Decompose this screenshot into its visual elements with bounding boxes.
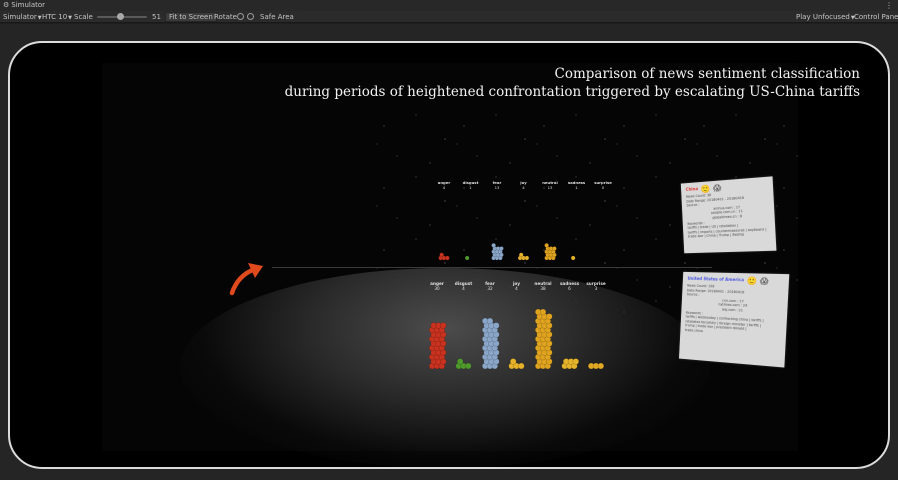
sphere-fear: [499, 246, 503, 250]
sphere-disgust: [457, 359, 463, 365]
device-dropdown-label: HTC 10: [42, 13, 67, 21]
scale-value: 51: [152, 11, 161, 23]
safe-area-button[interactable]: Safe Area: [256, 12, 298, 22]
smile-emoji-icon: 🙂: [747, 276, 757, 285]
window-titlebar: ⚙ Simulator ⋮: [0, 0, 898, 11]
mode-dropdown[interactable]: Simulator▼: [3, 11, 42, 23]
sphere-sadness: [571, 256, 575, 260]
play-mode-dropdown[interactable]: Play Unfocused▼: [796, 11, 855, 23]
sphere-fear: [487, 318, 493, 324]
sphere-fear: [492, 243, 496, 247]
sphere-disgust: [465, 363, 471, 369]
fit-to-screen-button[interactable]: Fit to Screen: [165, 12, 217, 22]
sphere-anger: [440, 323, 446, 329]
sphere-joy: [510, 359, 516, 365]
panel-title: China: [686, 187, 699, 192]
window-title: Simulator: [11, 0, 45, 11]
rotate-right-icon[interactable]: [247, 11, 254, 23]
sphere-surprise: [598, 363, 604, 369]
sphere-sadness: [573, 359, 579, 365]
kebab-menu-icon[interactable]: ⋮: [885, 0, 893, 11]
sphere-joy: [519, 253, 523, 257]
sentiment-sphere-stacks: [10, 43, 890, 469]
scream-emoji-icon: 😱: [713, 183, 721, 193]
simulator-toolbar: Simulator▼ HTC 10▼ Scale 51 Fit to Scree…: [0, 11, 898, 23]
sphere-anger: [440, 253, 444, 257]
sphere-disgust: [465, 256, 469, 260]
sphere-fear: [493, 323, 499, 329]
country-info-panel-usa[interactable]: United States of America 🙂 😱 News Count:…: [679, 272, 789, 368]
play-mode-label: Play Unfocused: [796, 13, 850, 21]
sphere-neutral: [540, 309, 546, 315]
sphere-joy: [525, 256, 529, 260]
device-dropdown[interactable]: HTC 10▼: [42, 11, 72, 23]
sphere-joy: [518, 363, 524, 369]
country-info-panel-china[interactable]: China 🙂 😱 News Count: 36 Date Range: 201…: [681, 176, 777, 253]
sphere-anger: [445, 256, 449, 260]
scale-slider-thumb[interactable]: [117, 13, 124, 20]
sphere-neutral: [546, 314, 552, 320]
panel-title: United States of America: [687, 277, 744, 283]
sphere-neutral: [552, 246, 556, 250]
rotate-left-icon[interactable]: [237, 11, 244, 23]
sphere-neutral: [545, 243, 549, 247]
control-panel-button[interactable]: Control Panel: [854, 11, 898, 23]
scream-emoji-icon: 😱: [760, 277, 769, 286]
rotate-label: Rotate: [214, 11, 237, 23]
scale-label: Scale: [74, 11, 93, 23]
chevron-down-icon: ▼: [68, 15, 72, 21]
simulator-icon: ⚙: [3, 0, 9, 11]
device-screen[interactable]: Comparison of news sentiment classificat…: [8, 41, 890, 469]
mode-dropdown-label: Simulator: [3, 13, 37, 21]
